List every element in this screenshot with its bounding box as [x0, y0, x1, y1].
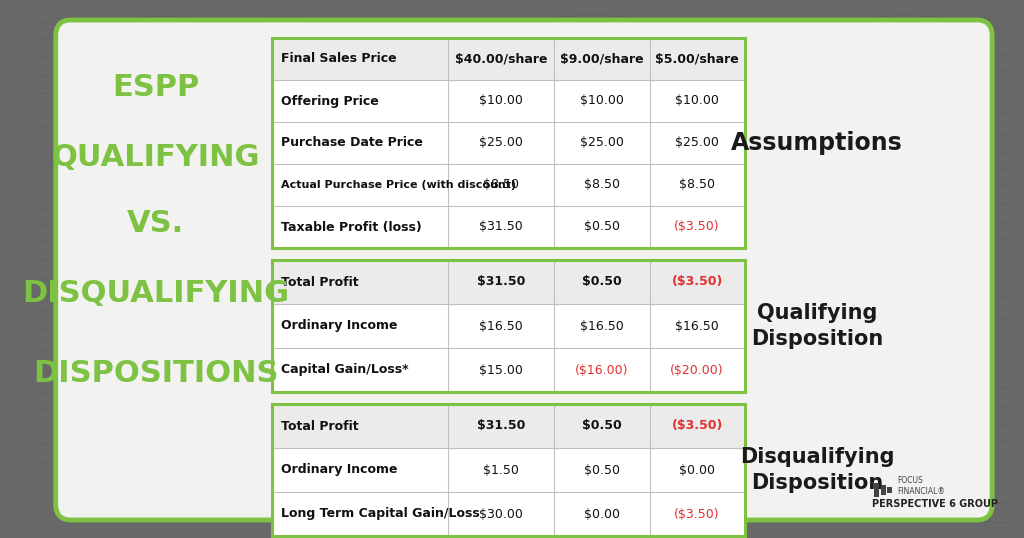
Text: $31.50: $31.50 — [477, 420, 525, 433]
Text: ($20.00): ($20.00) — [671, 364, 724, 377]
Text: ($3.50): ($3.50) — [674, 507, 720, 520]
Text: $25.00: $25.00 — [675, 137, 719, 150]
Text: $1.50: $1.50 — [483, 464, 519, 477]
Text: Actual Purchase Price (with discount): Actual Purchase Price (with discount) — [282, 180, 516, 190]
Text: $8.50: $8.50 — [584, 179, 620, 192]
Text: $0.50: $0.50 — [584, 464, 620, 477]
Text: $0.50: $0.50 — [582, 275, 622, 288]
Text: FOCUS
FINANCIAL®: FOCUS FINANCIAL® — [897, 476, 945, 496]
Text: Assumptions: Assumptions — [731, 131, 903, 155]
Text: $8.50: $8.50 — [679, 179, 715, 192]
Text: DISPOSITIONS: DISPOSITIONS — [33, 358, 279, 387]
Text: Taxable Profit (loss): Taxable Profit (loss) — [282, 221, 422, 233]
Text: $40.00/share: $40.00/share — [455, 53, 548, 66]
Bar — [271, 404, 744, 448]
Text: Total Profit: Total Profit — [282, 420, 358, 433]
Bar — [271, 38, 744, 80]
Text: $0.50: $0.50 — [582, 420, 622, 433]
Text: $15.00: $15.00 — [479, 364, 523, 377]
Text: Long Term Capital Gain/Loss: Long Term Capital Gain/Loss — [282, 507, 480, 520]
Text: $16.50: $16.50 — [580, 320, 624, 332]
Text: $16.50: $16.50 — [479, 320, 523, 332]
Text: Offering Price: Offering Price — [282, 95, 379, 108]
Text: Ordinary Income: Ordinary Income — [282, 464, 397, 477]
Text: Disqualifying: Disqualifying — [739, 447, 894, 467]
Text: Disposition: Disposition — [751, 329, 883, 349]
Text: $31.50: $31.50 — [477, 275, 525, 288]
Text: PERSPECTIVE 6 GROUP: PERSPECTIVE 6 GROUP — [872, 499, 998, 509]
Bar — [271, 38, 744, 248]
Text: $25.00: $25.00 — [580, 137, 624, 150]
Text: $5.00/share: $5.00/share — [655, 53, 739, 66]
Bar — [888, 487, 892, 493]
Text: Total Profit: Total Profit — [282, 275, 358, 288]
Bar — [881, 485, 886, 495]
Text: $31.50: $31.50 — [479, 221, 523, 233]
Bar — [271, 260, 744, 304]
Text: VS.: VS. — [127, 209, 184, 237]
Bar — [271, 404, 744, 536]
Text: ($3.50): ($3.50) — [674, 221, 720, 233]
Text: $0.00: $0.00 — [584, 507, 620, 520]
Text: Purchase Date Price: Purchase Date Price — [282, 137, 423, 150]
Text: $10.00: $10.00 — [580, 95, 624, 108]
Text: $25.00: $25.00 — [479, 137, 523, 150]
Text: ($3.50): ($3.50) — [672, 275, 723, 288]
Text: QUALIFYING: QUALIFYING — [51, 144, 260, 173]
Text: DISQUALIFYING: DISQUALIFYING — [23, 279, 289, 308]
Text: Ordinary Income: Ordinary Income — [282, 320, 397, 332]
Bar — [874, 483, 879, 497]
Text: $0.00: $0.00 — [679, 464, 715, 477]
Text: ESPP: ESPP — [112, 74, 200, 103]
Text: $0.50: $0.50 — [584, 221, 620, 233]
Text: $10.00: $10.00 — [675, 95, 719, 108]
FancyBboxPatch shape — [55, 20, 992, 520]
Text: ($16.00): ($16.00) — [575, 364, 629, 377]
Text: $8.50: $8.50 — [483, 179, 519, 192]
Text: $9.00/share: $9.00/share — [560, 53, 644, 66]
Text: $16.50: $16.50 — [675, 320, 719, 332]
Text: Capital Gain/Loss*: Capital Gain/Loss* — [282, 364, 409, 377]
Bar — [271, 260, 744, 392]
Text: $10.00: $10.00 — [479, 95, 523, 108]
Text: $30.00: $30.00 — [479, 507, 523, 520]
Text: Qualifying: Qualifying — [757, 303, 878, 323]
Text: ($3.50): ($3.50) — [672, 420, 723, 433]
Text: Disposition: Disposition — [751, 473, 883, 493]
Text: Final Sales Price: Final Sales Price — [282, 53, 397, 66]
